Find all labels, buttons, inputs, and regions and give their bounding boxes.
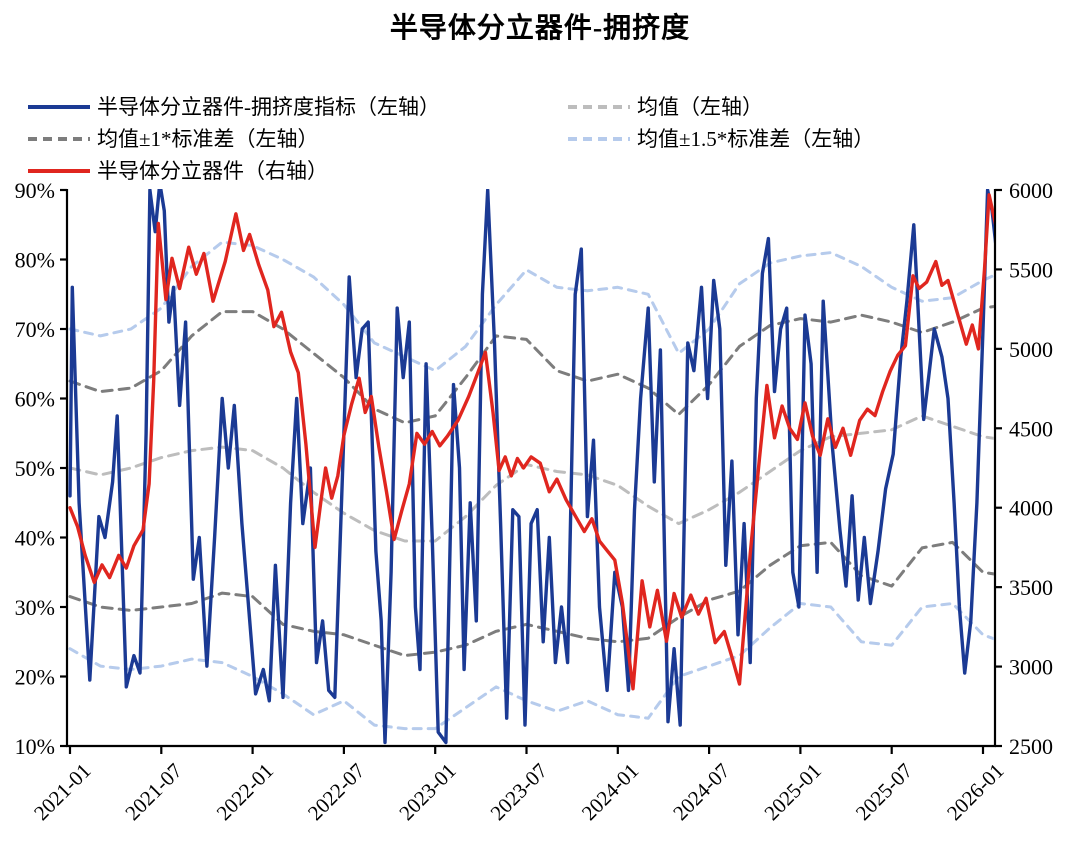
series-price-index (68, 193, 994, 691)
x-axis-labels: 2021-01 2021-07 2022-01 2022-07 2023-01 2023-… (29, 759, 1008, 825)
svg-text:30%: 30% (15, 595, 55, 620)
svg-text:80%: 80% (15, 248, 55, 273)
svg-text:2500: 2500 (1009, 734, 1053, 759)
svg-text:2025-07: 2025-07 (851, 759, 917, 825)
right-axis-labels: 6000 5500 5000 4500 4000 3500 3000 2500 (1009, 178, 1053, 759)
svg-text:2022-01: 2022-01 (212, 759, 278, 825)
legend-item-mean-15sd: 均值±1.5*标准差（左轴） (568, 126, 874, 152)
svg-text:10%: 10% (15, 734, 55, 759)
svg-text:4500: 4500 (1009, 416, 1053, 441)
svg-text:2025-01: 2025-01 (759, 759, 825, 825)
svg-text:2021-07: 2021-07 (120, 759, 186, 825)
svg-text:40%: 40% (15, 526, 55, 551)
svg-text:6000: 6000 (1009, 178, 1053, 203)
series-crowding-indicator (68, 189, 994, 745)
legend-item-label: 均值±1*标准差（左轴） (97, 127, 319, 151)
legend-line-sample-silver-dashed (568, 105, 630, 109)
legend-item-crowding-indicator: 半导体分立器件-拥挤度指标（左轴） (28, 94, 440, 120)
svg-text:2022-07: 2022-07 (303, 759, 369, 825)
series-mean-plus-15sd (68, 240, 994, 373)
svg-text:5000: 5000 (1009, 337, 1053, 362)
svg-text:4000: 4000 (1009, 496, 1053, 521)
axes (60, 188, 1002, 754)
svg-text:20%: 20% (15, 665, 55, 690)
chart-title: 半导体分立器件-拥挤度 (389, 13, 691, 44)
legend-item-price-index: 半导体分立器件（右轴） (28, 158, 328, 184)
legend-item-label: 均值（左轴） (637, 95, 763, 119)
legend-line-sample-lightblue-dashed (568, 137, 630, 141)
svg-text:2024-01: 2024-01 (577, 759, 643, 825)
legend: 半导体分立器件-拥挤度指标（左轴） 均值（左轴） 均值±1*标准差（左轴） 均值… (0, 0, 1080, 190)
svg-text:50%: 50% (15, 456, 55, 481)
legend-item-label: 均值±1.5*标准差（左轴） (637, 127, 875, 151)
legend-item-label: 半导体分立器件（右轴） (97, 159, 328, 183)
svg-text:3000: 3000 (1009, 655, 1053, 680)
legend-line-sample-red-solid (28, 169, 90, 173)
svg-text:2023-01: 2023-01 (394, 759, 460, 825)
svg-text:5500: 5500 (1009, 257, 1053, 282)
legend-line-sample-gray-dashed (28, 137, 90, 141)
left-axis-labels: 90% 80% 70% 60% 50% 40% 30% 20% 10% (15, 178, 55, 759)
legend-item-label: 半导体分立器件-拥挤度指标（左轴） (97, 95, 440, 119)
svg-text:2024-07: 2024-07 (668, 759, 734, 825)
legend-item-mean-1sd: 均值±1*标准差（左轴） (28, 126, 319, 152)
svg-text:2021-01: 2021-01 (29, 759, 95, 825)
svg-text:70%: 70% (15, 317, 55, 342)
legend-item-mean: 均值（左轴） (568, 94, 763, 120)
series-mean-minus-15sd (68, 602, 994, 731)
legend-line-sample-blue-solid (28, 105, 90, 109)
svg-text:2026-01: 2026-01 (942, 759, 1008, 825)
svg-text:3500: 3500 (1009, 575, 1053, 600)
svg-text:2023-07: 2023-07 (486, 759, 552, 825)
svg-text:90%: 90% (15, 178, 55, 203)
series-mean-plus-1sd (68, 304, 994, 425)
svg-text:60%: 60% (15, 387, 55, 412)
